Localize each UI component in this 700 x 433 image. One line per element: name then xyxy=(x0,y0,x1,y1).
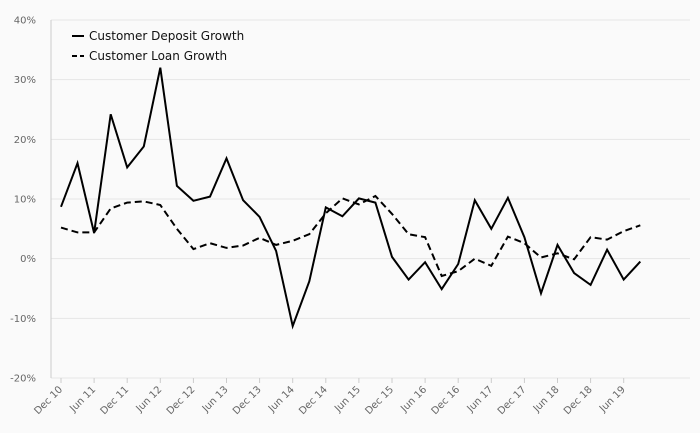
y-tick-label: -10% xyxy=(10,314,36,325)
series-line-deposit-growth xyxy=(60,67,642,330)
x-tick-label: Dec 16 xyxy=(430,384,463,417)
x-tick-label: Jun 13 xyxy=(200,384,231,415)
x-tick-label: Dec 17 xyxy=(496,384,529,417)
y-tick-label: -20% xyxy=(10,374,36,385)
x-tick-label: Dec 18 xyxy=(562,384,595,417)
x-tick-label: Jun 11 xyxy=(67,384,98,415)
x-tick-label: Dec 11 xyxy=(99,384,132,417)
series-lines xyxy=(60,67,642,330)
y-tick-label: 10% xyxy=(14,195,36,206)
x-tick-label: Jun 16 xyxy=(398,384,429,415)
legend-label-deposit: Customer Deposit Growth xyxy=(89,29,244,43)
y-tick-label: 0% xyxy=(20,254,36,265)
x-tick-label: Dec 13 xyxy=(231,384,264,417)
y-tick-label: 40% xyxy=(14,16,36,27)
x-tick-label: Dec 10 xyxy=(32,384,65,417)
series-line-loan-growth xyxy=(60,194,641,278)
legend-label-loan: Customer Loan Growth xyxy=(89,49,227,63)
x-tick-label: Dec 14 xyxy=(297,384,330,417)
gridlines xyxy=(51,19,690,379)
x-axis: Dec 10 Jun 11 Dec 11 Jun 12 Dec 12 Jun 13 Dec … xyxy=(32,378,628,417)
x-tick-label: Jun 17 xyxy=(465,384,496,415)
x-tick-label: Jun 14 xyxy=(266,384,297,415)
x-tick-label: Jun 18 xyxy=(531,384,562,415)
y-tick-label: 30% xyxy=(14,75,36,86)
x-tick-label: Dec 12 xyxy=(165,384,198,417)
y-axis: -20% -10% 0% 10% 20% 30% 40% xyxy=(10,16,52,385)
legend: Customer Deposit Growth Customer Loan Gr… xyxy=(72,29,244,63)
x-tick-label: Jun 15 xyxy=(332,384,363,415)
y-tick-label: 20% xyxy=(14,135,36,146)
x-tick-label: Dec 15 xyxy=(363,384,396,417)
x-tick-label: Jun 19 xyxy=(597,384,628,415)
x-tick-label: Jun 12 xyxy=(134,384,165,415)
